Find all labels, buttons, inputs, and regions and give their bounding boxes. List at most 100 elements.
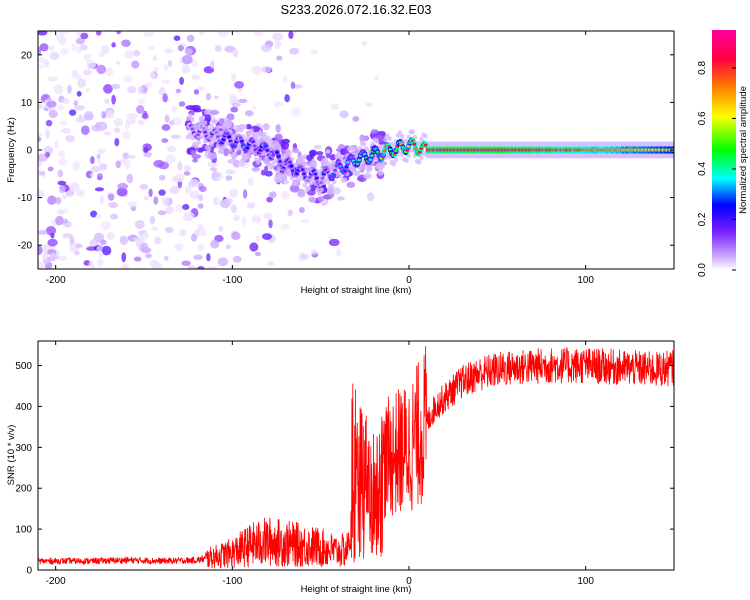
spectrogram-noise-blob	[225, 175, 233, 181]
spectrogram-noise-blob	[228, 188, 239, 198]
spectrogram-noise-blob	[108, 201, 119, 209]
spectrogram-noise-blob	[231, 231, 241, 241]
snr-y-tick-label: 200	[15, 484, 32, 495]
spectrogram-noise-blob	[111, 94, 116, 105]
snr-x-tick-label: 0	[406, 576, 412, 587]
colorbar-tick-label: 0.0	[697, 263, 708, 277]
spectrogram-halo-blob	[194, 124, 199, 130]
spectrogram-noise-blob	[315, 151, 324, 156]
spectrogram-noise-blob	[268, 191, 277, 199]
spectrogram-ridge-core	[203, 130, 207, 134]
spectrogram-noise-blob	[220, 199, 231, 209]
spectrogram-noise-blob	[276, 55, 283, 61]
spectrogram-halo-blob	[306, 185, 312, 191]
spectrogram-noise-blob	[61, 128, 72, 134]
spectrogram-halo-blob	[209, 142, 214, 148]
spectrogram-noise-blob	[99, 163, 108, 171]
spectrogram-noise-blob	[171, 176, 179, 182]
spectrogram-ridge-core	[412, 142, 417, 146]
spectrogram-scatter-blob	[325, 149, 331, 154]
spectrogram-scatter-blob	[370, 129, 379, 135]
spectrogram-noise-blob	[242, 189, 248, 199]
snr-y-ticks: 0 100 200 300 400 500	[15, 361, 674, 577]
snr-y-tick-label: 0	[26, 566, 32, 577]
spectrogram-noise-blob	[59, 48, 69, 55]
spectrogram-noise-blob	[45, 226, 57, 236]
spectrogram-noise-blob	[241, 216, 247, 226]
spectrogram-ridge-core	[275, 151, 280, 154]
snr-x-tick-label: -100	[222, 576, 242, 587]
snr-y-tick-label: 300	[15, 443, 32, 454]
spectrogram-noise-blob	[38, 56, 45, 63]
spectrogram-noise-blob	[123, 75, 133, 83]
spectrogram-noise-blob	[190, 233, 198, 242]
spectrogram-noise-blob	[100, 45, 110, 55]
spectrogram-halo-blob	[222, 126, 227, 132]
spectrogram-noise-blob	[251, 214, 262, 224]
spectrogram-halo-blob	[209, 123, 214, 129]
spectrogram-noise-blob	[184, 185, 192, 195]
spectrogram-halo-blob	[338, 155, 344, 161]
spectrogram-noise-blob	[71, 69, 79, 79]
spectrogram-noise-blob	[198, 228, 207, 237]
spectrogram-scatter-blob	[245, 123, 252, 130]
spectrogram-noise-blob	[152, 55, 157, 62]
spectrogram-noise-blob	[234, 81, 245, 89]
spectrogram-noise-blob	[230, 72, 237, 82]
spectrogram-halo-blob	[313, 162, 318, 168]
spectrogram-halo-blob	[302, 182, 307, 188]
spectrogram-noise-blob	[174, 242, 184, 252]
spectrogram-noise-blob	[361, 41, 368, 46]
spectrogram-scatter-blob	[317, 196, 325, 202]
spectrogram-noise-blob	[217, 31, 229, 37]
spectrogram-noise-blob	[103, 83, 113, 94]
spectrogram-noise-blob	[260, 169, 266, 176]
spectrogram-noise-blob	[230, 204, 237, 214]
spectrogram-noise-blob	[339, 110, 349, 118]
spectrogram-noise-blob	[336, 196, 345, 201]
spectrogram-noise-blob	[122, 130, 131, 140]
spectrogram-noise-blob	[144, 82, 154, 88]
spectrogram-noise-blob	[111, 83, 120, 90]
spectrogram-noise-blob	[301, 218, 310, 224]
spectrogram-noise-blob	[289, 47, 300, 55]
spectrogram-halo-blob	[232, 151, 238, 157]
spectrogram-scatter-blob	[296, 189, 306, 198]
spectrogram-noise-blob	[352, 116, 360, 122]
spectrogram-x-tick-label: -200	[46, 275, 66, 286]
spectrogram-y-tick-label: 0	[26, 146, 32, 157]
spectrogram-noise-blob	[209, 167, 218, 172]
spectrogram-noise-blob	[57, 209, 65, 215]
spectrogram-halo-blob	[264, 136, 269, 142]
spectrogram-noise-blob	[292, 31, 298, 34]
spectrogram-noise-blob	[57, 158, 67, 166]
spectrogram-scatter-blob	[308, 149, 318, 157]
spectrogram-ridge-core	[265, 148, 270, 152]
spectrogram-noise-blob	[133, 256, 142, 262]
spectrogram-halo-blob	[417, 159, 422, 165]
spectrogram-noise-blob	[133, 49, 141, 57]
spectrogram-noise-blob	[97, 176, 103, 181]
spectrogram-noise-blob	[78, 114, 83, 119]
snr-y-tick-label: 500	[15, 361, 32, 372]
spectrogram-noise-blob	[261, 66, 272, 73]
spectrogram-noise-blob	[288, 31, 294, 40]
spectrogram-scatter-blob	[289, 184, 300, 193]
spectrogram-halo-blob	[315, 187, 320, 193]
spectrogram-ridge-core	[368, 158, 373, 162]
spectrogram-noise-blob	[121, 263, 130, 269]
colorbar-tick-label: 0.4	[697, 162, 708, 176]
spectrogram-noise-blob	[197, 86, 205, 91]
spectrogram-halo-blob	[213, 119, 218, 125]
spectrogram-noise-blob	[125, 116, 137, 125]
spectrogram-noise-blob	[50, 232, 55, 239]
spectrogram-noise-blob	[121, 252, 127, 263]
spectrogram-noise-blob	[124, 49, 134, 59]
spectrogram-noise-blob	[48, 110, 58, 119]
spectrogram-noise-blob	[210, 240, 220, 249]
spectrogram-scatter-blob	[227, 159, 236, 164]
spectrogram-noise-blob	[210, 60, 215, 69]
spectrogram-noise-blob	[328, 238, 340, 247]
spectrogram-noise-blob	[268, 219, 273, 229]
